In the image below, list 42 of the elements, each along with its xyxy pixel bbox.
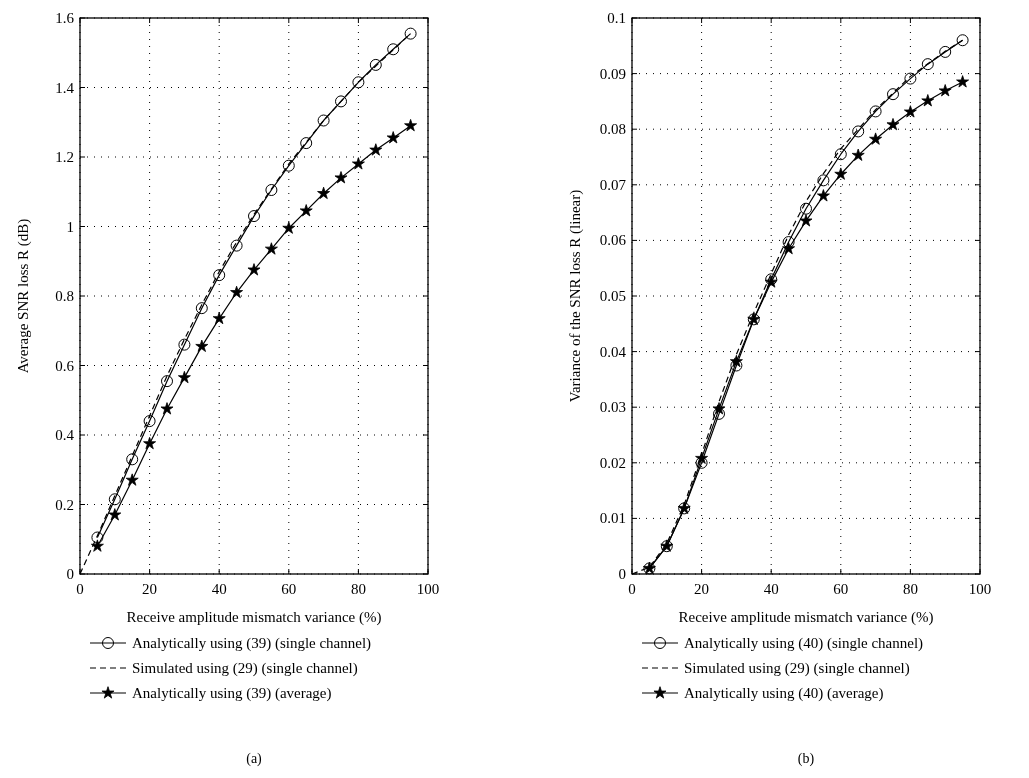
text: (a): [246, 751, 263, 767]
x-axis-title: Receive amplitude mismatch variance (%): [126, 609, 382, 626]
y-tick-label: 0.1: [607, 10, 626, 26]
y-tick-label: 0.01: [599, 510, 626, 527]
y-tick-label: 1: [66, 218, 74, 235]
y-tick-label: 0.2: [55, 496, 74, 513]
legend-label: Analytically using (39) (average): [132, 685, 332, 702]
y-tick-label: 0: [66, 566, 74, 582]
y-tick-label: 0: [618, 566, 626, 582]
legend-label: Simulated using (29) (single channel): [132, 660, 358, 677]
x-tick-label: 40: [763, 581, 779, 597]
text: (b): [797, 751, 815, 767]
legend-label: Simulated using (29) (single channel): [684, 660, 910, 677]
y-axis-title: Average SNR loss R (dB): [15, 218, 32, 374]
x-tick-label: 60: [281, 581, 297, 597]
x-tick-label: 100: [416, 581, 440, 597]
x-tick-label: 80: [350, 581, 366, 597]
y-axis-title: Variance of the SNR loss R (linear): [567, 189, 584, 403]
y-tick-label: 0.6: [55, 357, 75, 374]
x-tick-label: 100: [968, 581, 992, 597]
y-tick-label: 0.03: [599, 399, 626, 416]
x-tick-label: 20: [142, 581, 158, 597]
y-tick-label: 0.09: [599, 65, 626, 82]
y-tick-label: 0.08: [599, 121, 626, 138]
y-tick-label: 1.2: [55, 149, 74, 165]
x-tick-label: 80: [902, 581, 918, 597]
y-tick-label: 0.07: [599, 176, 627, 193]
y-tick-label: 0.04: [599, 343, 627, 360]
legend-label: Analytically using (39) (single channel): [132, 635, 372, 652]
legend-label: Analytically using (40) (single channel): [684, 635, 924, 652]
x-tick-label: 40: [211, 581, 227, 597]
legend-label: Analytically using (40) (average): [684, 685, 884, 702]
y-tick-label: 0.8: [55, 288, 74, 304]
y-tick-label: 0.05: [599, 288, 626, 304]
x-tick-label: 20: [694, 581, 710, 597]
y-tick-label: 1.6: [55, 10, 75, 26]
y-tick-label: 0.02: [599, 454, 626, 471]
x-tick-label: 60: [833, 581, 849, 597]
y-tick-label: 0.06: [599, 232, 627, 249]
y-tick-label: 0.4: [55, 427, 75, 443]
y-tick-label: 1.4: [55, 79, 75, 96]
x-axis-title: Receive amplitude mismatch variance (%): [678, 609, 934, 626]
